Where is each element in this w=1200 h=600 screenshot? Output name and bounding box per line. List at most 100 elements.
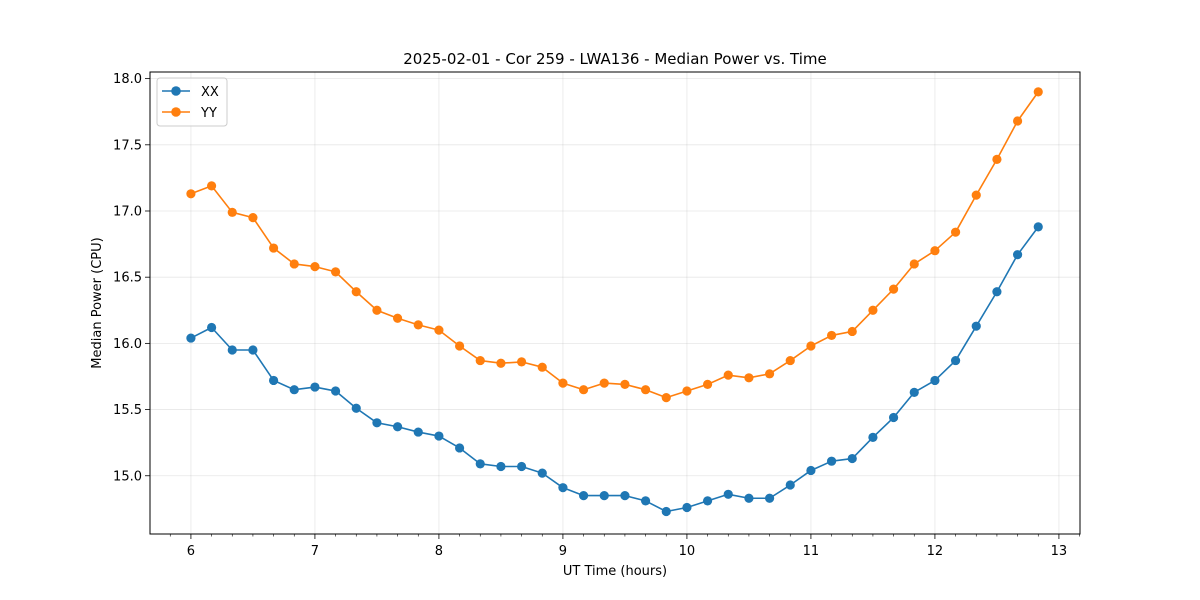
series-xx-point xyxy=(599,491,609,501)
x-tick-label: 12 xyxy=(927,544,944,559)
series-xx-point xyxy=(909,387,919,397)
series-xx-point xyxy=(537,468,547,478)
series-xx-point xyxy=(1012,250,1023,260)
series-xx-point xyxy=(868,432,878,442)
series-yy-point xyxy=(661,393,671,403)
series-yy-point xyxy=(351,287,361,297)
series-xx-point xyxy=(558,483,568,493)
y-tick-label: 16.0 xyxy=(113,337,142,352)
series-xx-point xyxy=(578,491,589,501)
series-yy-point xyxy=(971,190,981,200)
series-yy-point xyxy=(888,284,899,294)
series-xx-point xyxy=(186,333,196,343)
legend-xx-label: XX xyxy=(201,85,219,100)
series-yy-point xyxy=(909,259,919,269)
series-xx-point xyxy=(930,375,940,386)
series-xx-point xyxy=(661,506,671,517)
series-xx-point xyxy=(496,461,506,472)
legend-xx-marker xyxy=(171,86,181,96)
series-yy-point xyxy=(785,355,795,366)
series-xx-point xyxy=(289,385,299,395)
series-yy-point xyxy=(537,362,547,372)
series-xx-point xyxy=(806,465,816,476)
series-xx-point xyxy=(847,453,857,464)
plot-frame xyxy=(149,71,1081,535)
series-xx-point xyxy=(351,403,361,413)
series-xx-point xyxy=(268,375,279,386)
series-yy-point xyxy=(1012,116,1023,126)
series-yy-point xyxy=(764,369,775,379)
series-yy-point xyxy=(558,378,568,388)
series-xx-point xyxy=(640,496,651,506)
series-xx-point xyxy=(248,345,258,355)
legend-yy-label: YY xyxy=(200,106,217,121)
series-xx-point xyxy=(392,422,403,432)
series-xx xyxy=(186,222,1043,517)
series-yy-point xyxy=(248,213,258,223)
y-tick-label: 16.5 xyxy=(113,271,142,286)
series-yy-point xyxy=(434,325,444,335)
series-xx-point xyxy=(206,322,217,333)
series-yy-point xyxy=(723,370,733,380)
series-xx-point xyxy=(330,386,341,396)
series-yy-point xyxy=(806,341,816,351)
series-yy-point xyxy=(950,227,961,237)
series-xx-point xyxy=(950,355,961,366)
series-xx-point xyxy=(1033,222,1043,232)
x-tick-label: 11 xyxy=(803,544,820,559)
x-axis-label: UT Time (hours) xyxy=(563,564,667,579)
series-yy-point xyxy=(413,320,423,330)
series-xx-point xyxy=(454,443,465,453)
chart-title: 2025-02-01 - Cor 259 - LWA136 - Median P… xyxy=(403,50,827,68)
series-yy-point xyxy=(289,259,299,269)
series-xx-point xyxy=(826,456,837,466)
series-yy-point xyxy=(702,379,713,390)
series-yy-point xyxy=(599,378,609,388)
x-tick-label: 6 xyxy=(187,544,195,559)
y-tick-label: 17.5 xyxy=(113,138,142,153)
y-tick-label: 18.0 xyxy=(113,72,142,87)
series-xx-point xyxy=(744,493,754,503)
series-xx-point xyxy=(971,321,981,331)
x-tick-label: 10 xyxy=(679,544,696,559)
series-yy-point xyxy=(186,189,196,199)
series-yy-point xyxy=(847,326,857,337)
series-xx-point xyxy=(475,459,485,469)
axes: 6 7 8 9 10 11 12 13 15.0 15.5 16.0 16.5 17.0 17.5 18.0 xyxy=(113,72,1080,559)
series-yy-point xyxy=(392,313,403,323)
series-xx-point xyxy=(227,345,237,355)
series-yy-point xyxy=(578,385,589,395)
series-yy-point xyxy=(826,330,837,341)
series-yy xyxy=(186,87,1043,403)
y-tick-label: 17.0 xyxy=(113,204,142,219)
x-tick-label: 13 xyxy=(1051,544,1068,559)
series-yy-point xyxy=(992,154,1002,164)
series-yy-point xyxy=(744,373,754,383)
series-yy-point xyxy=(206,181,217,191)
legend-yy-marker xyxy=(171,107,181,117)
series-yy-point xyxy=(868,305,878,315)
series-yy-point xyxy=(930,246,940,256)
series-yy-point xyxy=(268,243,279,253)
series-yy-point xyxy=(475,355,485,366)
series-xx-point xyxy=(888,412,899,423)
series-yy-point xyxy=(640,385,651,395)
x-tick-label: 8 xyxy=(435,544,443,559)
series-yy-point xyxy=(516,357,527,367)
series-yy-point xyxy=(682,386,692,396)
x-tick-label: 9 xyxy=(559,544,567,559)
series-xx-point xyxy=(992,287,1002,297)
x-tick-label: 7 xyxy=(311,544,319,559)
series-yy-point xyxy=(372,305,382,315)
legend: XX YY xyxy=(156,77,228,127)
series-xx-point xyxy=(372,418,382,428)
series-yy-point xyxy=(1033,87,1043,97)
series-yy-point xyxy=(330,267,341,277)
series-xx-point xyxy=(723,489,733,499)
series-xx-point xyxy=(764,493,775,503)
y-tick-label: 15.0 xyxy=(113,469,142,484)
series-xx-point xyxy=(516,461,527,472)
series-xx-point xyxy=(310,382,320,392)
series-xx-point xyxy=(682,502,692,513)
